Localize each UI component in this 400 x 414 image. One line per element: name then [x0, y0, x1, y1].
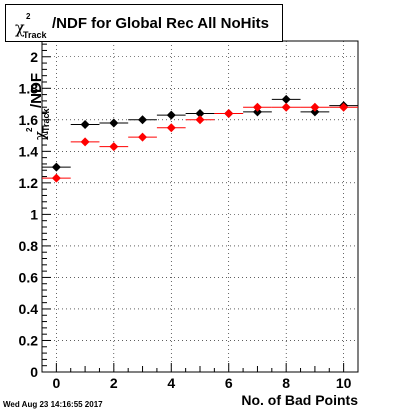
- y-tick-label: 1: [30, 206, 38, 222]
- timestamp: Wed Aug 23 14:16:55 2017: [3, 400, 103, 409]
- title-text: /NDF for Global Rec All NoHits: [52, 15, 269, 32]
- title-subscript: Track: [23, 30, 47, 40]
- x-tick-label: 6: [225, 375, 233, 391]
- y-axis-label: χ 2 Track /NDF: [23, 50, 53, 140]
- data-point: [80, 137, 90, 147]
- y-tick-label: 1.2: [19, 175, 39, 191]
- x-tick-label: 8: [282, 375, 290, 391]
- y-tick-label: 1.8: [19, 80, 39, 96]
- x-axis-label: No. of Bad Points: [241, 392, 358, 408]
- x-tick-label: 0: [52, 375, 60, 391]
- data-point: [310, 102, 320, 112]
- data-point: [224, 109, 234, 119]
- y-tick-label: 0.2: [19, 332, 39, 348]
- ylabel-chi-symbol: χ: [31, 130, 49, 140]
- y-tick-label: 0: [30, 364, 38, 380]
- data-point: [51, 162, 61, 172]
- data-point: [138, 115, 148, 125]
- y-tick-label: 2: [30, 49, 38, 65]
- data-series: [42, 94, 358, 183]
- data-point: [138, 132, 148, 142]
- data-point: [195, 109, 205, 119]
- data-point: [195, 115, 205, 125]
- data-point: [109, 118, 119, 128]
- data-point: [339, 102, 349, 112]
- x-tick-label: 4: [167, 375, 175, 391]
- y-tick-label: 1.4: [19, 143, 39, 159]
- data-point: [109, 142, 119, 152]
- data-point: [80, 120, 90, 130]
- data-point: [281, 102, 291, 112]
- title-chi-symbol: χ: [15, 18, 25, 37]
- data-point: [166, 123, 176, 133]
- y-tick-label: 1.6: [19, 112, 39, 128]
- x-tick-label: 2: [110, 375, 118, 391]
- data-point: [310, 107, 320, 117]
- axes: 0 2 4 6 8 10 0 0.2 0.4 0.6 0.8 1 1.2 1.4 1.6 1.8 2: [19, 43, 359, 391]
- series-2: [42, 102, 358, 183]
- ylabel-superscript: 2: [25, 127, 34, 132]
- data-point: [252, 107, 262, 117]
- data-point: [166, 110, 176, 120]
- data-point: [281, 94, 291, 104]
- ylabel-subscript: Track: [41, 108, 51, 132]
- ylabel-text: /NDF: [28, 73, 45, 108]
- x-tick-label: 10: [336, 375, 352, 391]
- plot-frame: [41, 40, 359, 373]
- y-tick-label: 0.4: [19, 301, 39, 317]
- data-point: [252, 102, 262, 112]
- y-tick-label: 0.8: [19, 238, 39, 254]
- title-superscript: 2: [26, 12, 31, 21]
- chart-title: χ 2 Track /NDF for Global Rec All NoHits: [5, 4, 283, 42]
- y-tick-label: 0.6: [19, 269, 39, 285]
- grid-lines: [42, 41, 358, 373]
- data-point: [51, 173, 61, 183]
